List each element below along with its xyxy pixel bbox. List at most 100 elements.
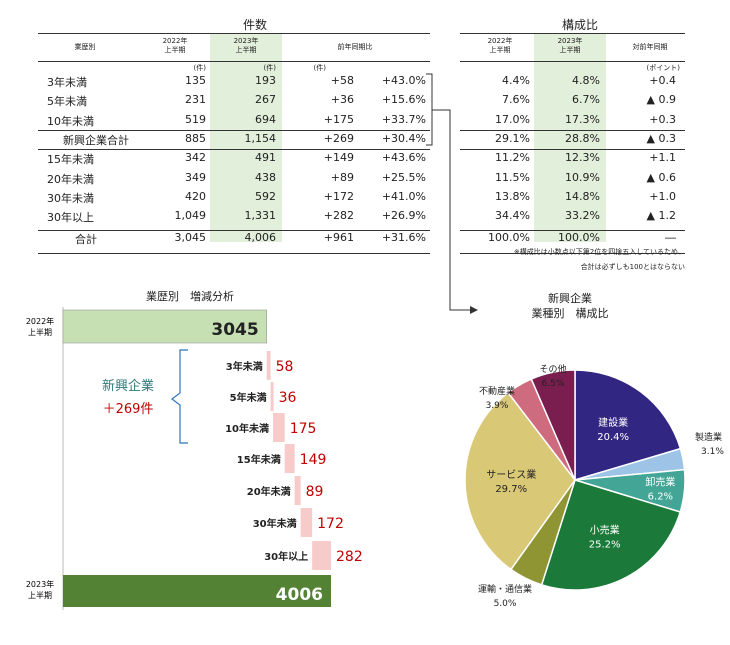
cell-diff: +282 bbox=[323, 209, 354, 223]
share-cell-2023: 4.8% bbox=[572, 74, 600, 87]
cell-2023: 491 bbox=[255, 151, 276, 165]
share-unit-points: (ポイント) bbox=[646, 64, 680, 72]
share-cell-2023: 6.7% bbox=[572, 93, 600, 107]
increase-bar bbox=[300, 508, 313, 537]
increase-label: 30年未満 bbox=[253, 517, 297, 530]
header-category: 業歴別 bbox=[74, 43, 96, 51]
share-cell-2023: 17.3% bbox=[565, 112, 600, 126]
highlight-2023-share-column bbox=[534, 34, 606, 242]
share-header-yoy: 対前年同期 bbox=[632, 43, 668, 51]
pie-slice bbox=[540, 479, 682, 591]
pie-label-name: 小売業 bbox=[590, 523, 620, 536]
pie-slice bbox=[464, 391, 576, 571]
share-cell-2023: 33.2% bbox=[565, 209, 600, 223]
row-label: 3年未満 bbox=[47, 76, 87, 89]
row-label: 30年以上 bbox=[47, 211, 94, 225]
cell-diff: +58 bbox=[330, 74, 354, 87]
share-cell-2022: 4.4% bbox=[502, 74, 530, 87]
pie-label-value: 25.2% bbox=[589, 539, 621, 550]
increase-bar bbox=[284, 444, 295, 473]
share-cell-diff: +0.4 bbox=[649, 74, 676, 87]
share-header-2022: 2022年 上半期 bbox=[487, 37, 513, 54]
bar-2023-value: 4006 bbox=[276, 585, 323, 605]
share-cell-2023: 28.8% bbox=[565, 131, 600, 145]
table-rule bbox=[38, 129, 430, 131]
cell-pct: +33.7% bbox=[381, 112, 426, 126]
increase-value: 172 bbox=[317, 516, 344, 532]
increase-value: 149 bbox=[300, 452, 327, 468]
increase-label: 3年未満 bbox=[226, 360, 263, 373]
increase-label: 20年未満 bbox=[247, 485, 291, 498]
cell-2022: 135 bbox=[185, 74, 206, 87]
pie-label-value: 3.9% bbox=[486, 401, 509, 411]
share-cell-2022: 11.2% bbox=[495, 151, 530, 165]
cell-2023: 592 bbox=[255, 189, 276, 203]
cell-diff: +269 bbox=[323, 131, 354, 145]
header-yoy: 前年同期比 bbox=[337, 43, 373, 51]
cell-2022: 231 bbox=[185, 93, 206, 107]
pie-label-value: 20.4% bbox=[597, 432, 629, 443]
cell-diff: +89 bbox=[330, 170, 354, 184]
share-cell-2022: 13.8% bbox=[495, 189, 530, 203]
share-cell-diff: +1.1 bbox=[649, 151, 676, 165]
share-cell-2023: 10.9% bbox=[565, 170, 600, 184]
pie-label-name: サービス業 bbox=[486, 468, 536, 481]
pie-title-1: 新興企業 bbox=[548, 292, 592, 305]
pie-slice bbox=[530, 369, 576, 481]
share-cell-2022: 11.5% bbox=[495, 170, 530, 184]
highlight-2023-column bbox=[210, 34, 282, 242]
pie-slice bbox=[574, 369, 682, 482]
increase-value: 282 bbox=[336, 549, 363, 565]
increase-label: 30年以上 bbox=[264, 550, 308, 563]
increase-label: 15年未満 bbox=[237, 453, 281, 466]
share-cell-2023: 100.0% bbox=[558, 231, 600, 245]
row-label: 30年未満 bbox=[47, 191, 94, 205]
pie-label-name: 不動産業 bbox=[479, 385, 515, 397]
increase-bar bbox=[294, 476, 301, 505]
cell-diff: +961 bbox=[323, 231, 354, 245]
share-cell-2022: 29.1% bbox=[495, 131, 530, 145]
pie-label-value: 6.5% bbox=[542, 379, 565, 389]
row-label: 新興企業合計 bbox=[63, 133, 129, 147]
share-note-1: ※構成比は小数点以下第2位を四捨五入しているため、 bbox=[513, 248, 685, 256]
count-table-title: 件数 bbox=[242, 18, 267, 32]
pie-label-name: その他 bbox=[539, 363, 566, 375]
cell-pct: +30.4% bbox=[381, 131, 426, 145]
bar-2023 bbox=[63, 575, 331, 607]
share-cell-2022: 17.0% bbox=[495, 112, 530, 126]
waterfall-title: 業歴別 増減分析 bbox=[146, 290, 234, 303]
increase-bar bbox=[272, 413, 285, 442]
pie-chart: 建設業 20.4% 製造業 3.1% 卸売業 6.2% 小売業 25.2% 運輸・通信業 5.0%… bbox=[464, 363, 724, 609]
cell-2023: 4,006 bbox=[244, 231, 277, 245]
unit-yoy: (件) bbox=[313, 64, 326, 72]
cell-2023: 1,331 bbox=[244, 209, 277, 223]
cell-pct: +43.6% bbox=[381, 151, 426, 165]
pie-label-name: 建設業 bbox=[598, 416, 628, 429]
cell-pct: +25.5% bbox=[381, 170, 426, 184]
increase-value: 175 bbox=[290, 421, 317, 437]
row-label: 15年未満 bbox=[47, 153, 94, 167]
bar-2022-label: 2022年 bbox=[26, 316, 54, 326]
share-header-2023: 2023年 上半期 bbox=[557, 37, 583, 54]
cell-2022: 3,045 bbox=[174, 231, 207, 245]
share-note-2: 合計は必ずしも100とはならない bbox=[580, 263, 685, 271]
share-table-title: 構成比 bbox=[561, 18, 598, 32]
cell-pct: +31.6% bbox=[381, 231, 426, 245]
pie-label-name: 運輸・通信業 bbox=[478, 583, 532, 595]
cell-2022: 1,049 bbox=[174, 209, 207, 223]
bar-2023-label: 2023年 bbox=[26, 579, 54, 589]
connector-arrow-line bbox=[432, 109, 470, 311]
share-cell-diff: ▲ 1.2 bbox=[646, 209, 676, 223]
row-label: 5年未満 bbox=[47, 95, 87, 109]
increase-value: 58 bbox=[276, 359, 294, 375]
cell-2023: 438 bbox=[255, 170, 276, 184]
share-cell-2022: 34.4% bbox=[495, 209, 530, 223]
share-cell-diff: ▲ 0.6 bbox=[646, 170, 676, 184]
cell-pct: +41.0% bbox=[381, 189, 426, 203]
table-rule bbox=[38, 149, 430, 151]
pie-title-2: 業種別 構成比 bbox=[531, 307, 609, 320]
connector-arrowhead bbox=[470, 306, 478, 314]
emerging-annotation-title: 新興企業 bbox=[102, 378, 154, 394]
pie-label-name: 製造業 bbox=[695, 431, 722, 443]
cell-pct: +26.9% bbox=[381, 209, 426, 223]
